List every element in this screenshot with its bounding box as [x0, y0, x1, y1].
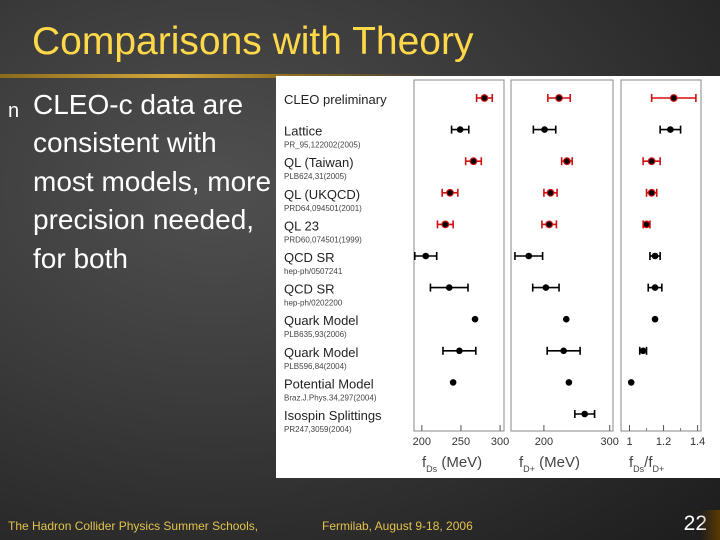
axis-label-part: (MeV)	[535, 454, 580, 471]
data-point	[563, 157, 571, 166]
row-label: QL 23	[284, 218, 319, 233]
row-reference: hep-ph/0202200	[284, 299, 343, 308]
row-label: QCD SR	[284, 250, 335, 265]
data-point	[667, 126, 674, 133]
data-point	[555, 94, 563, 102]
data-point	[651, 252, 659, 260]
axis-label-part: (MeV)	[437, 454, 482, 471]
bullet-text: CLEO-c data are consistent with most mod…	[33, 89, 272, 274]
data-point	[441, 220, 450, 229]
data-point	[445, 284, 453, 291]
row-label: Quark Model	[284, 313, 359, 328]
data-point	[542, 284, 550, 291]
data-point	[541, 126, 548, 133]
axis-label-part: f	[422, 454, 427, 471]
row-label: Lattice	[284, 124, 322, 139]
data-point	[669, 94, 678, 102]
data-point	[581, 410, 589, 418]
row-reference: PLB596,84(2004)	[284, 362, 347, 371]
axis-label: fD+ (MeV)	[519, 454, 580, 474]
tick-label: 1.4	[690, 436, 705, 448]
panel-frame	[620, 79, 702, 432]
footer-event-name: The Hadron Collider Physics Summer Schoo…	[8, 519, 259, 533]
data-point	[565, 379, 573, 386]
data-point	[647, 188, 656, 197]
row-label: Potential Model	[284, 376, 374, 391]
row-label: Isospin Splittings	[284, 408, 382, 423]
row-label: QCD SR	[284, 282, 335, 297]
row-reference: hep-ph/0507241	[284, 267, 343, 276]
data-point	[471, 315, 479, 323]
data-point	[651, 315, 659, 323]
tick-label: 300	[491, 436, 509, 448]
footer-event-date: Fermilab, August 9-18, 2006	[322, 519, 473, 533]
data-point	[545, 220, 554, 229]
row-reference: PLB624,31(2005)	[284, 172, 347, 181]
tick-label: 1.2	[656, 436, 671, 448]
data-point	[480, 94, 489, 102]
tick-label: 1	[626, 436, 632, 448]
corner-decoration	[700, 510, 720, 540]
row-label: QL (UKQCD)	[284, 187, 360, 202]
data-point	[651, 284, 659, 291]
data-point	[449, 379, 457, 386]
row-reference: Braz.J.Phys.34,297(2004)	[284, 393, 377, 402]
slide-title: Comparisons with Theory	[32, 20, 474, 63]
data-point	[525, 252, 533, 260]
axis-label-subscript: Ds	[426, 464, 437, 474]
data-point	[627, 379, 635, 386]
panel-frame	[510, 79, 614, 432]
row-reference: PRD64,094501(2001)	[284, 204, 362, 213]
row-reference: PLB635,93(2006)	[284, 330, 347, 339]
data-point	[562, 315, 570, 323]
row-reference: PR247,3059(2004)	[284, 425, 352, 434]
data-point	[560, 347, 567, 355]
row-label: CLEO preliminary	[284, 92, 387, 107]
axis-label-subscript: Ds	[633, 464, 644, 474]
axis-label-part: /f	[644, 454, 653, 471]
axis-label-subscript: D+	[653, 464, 665, 474]
comparison-chart: CLEO preliminary Lattice PR_95,122002(2005…	[284, 79, 705, 474]
comparison-figure: CLEO preliminary Lattice PR_95,122002(2005…	[276, 76, 720, 478]
bullet-marker: n	[8, 100, 20, 122]
row-label: QL (Taiwan)	[284, 155, 354, 170]
tick-label: 200	[535, 436, 553, 448]
row-label: Quark Model	[284, 345, 359, 360]
data-point	[546, 188, 555, 197]
data-point	[422, 252, 430, 260]
data-point	[642, 220, 651, 229]
axis-label-part: f	[629, 454, 634, 471]
tick-label: 250	[452, 436, 470, 448]
axis-label-part: f	[519, 454, 524, 471]
data-point	[456, 126, 464, 133]
axis-label: fDs/fD+	[629, 454, 664, 474]
tick-label: 300	[601, 436, 619, 448]
title-underline	[0, 74, 430, 78]
axis-label-subscript: D+	[523, 464, 535, 474]
row-reference: PR_95,122002(2005)	[284, 141, 361, 150]
row-reference: PRD60,074501(1999)	[284, 235, 362, 244]
data-point	[647, 157, 656, 166]
data-point	[446, 188, 454, 197]
tick-label: 200	[413, 436, 431, 448]
data-point	[639, 347, 647, 355]
axis-label: fDs (MeV)	[422, 454, 482, 474]
data-point	[456, 347, 463, 355]
data-point	[469, 157, 478, 166]
